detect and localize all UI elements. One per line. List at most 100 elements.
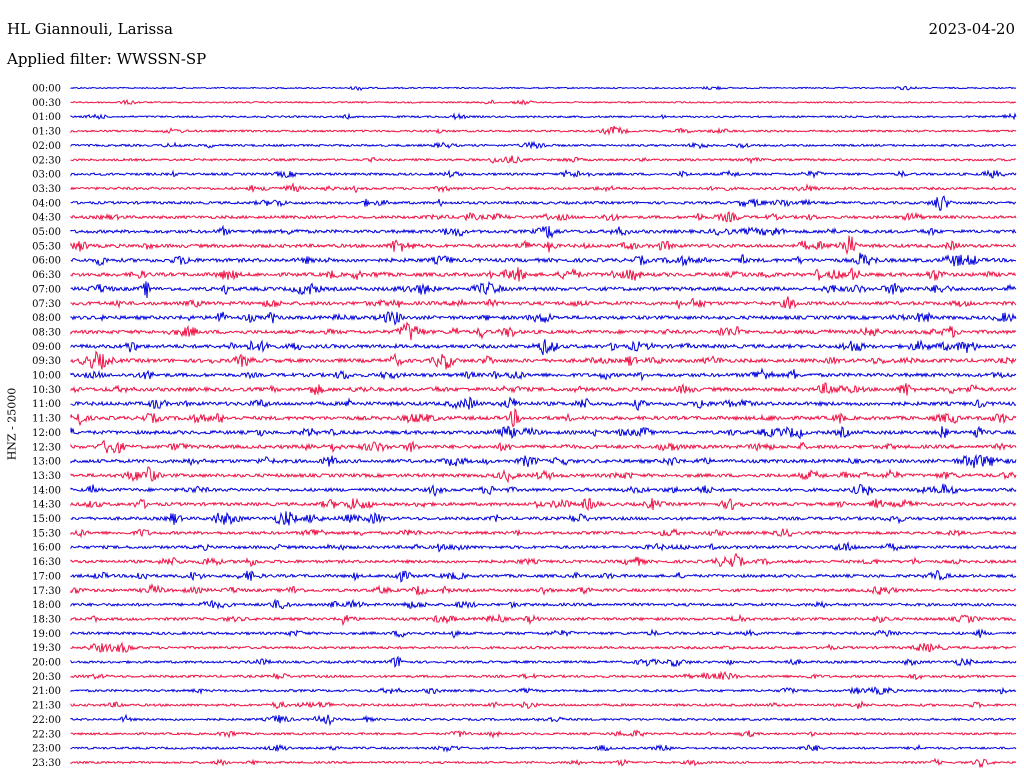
row-time-label: 15:00 xyxy=(32,514,61,525)
trace-1400 xyxy=(70,483,1017,498)
trace-0930 xyxy=(70,350,1017,370)
row-time-label: 06:00 xyxy=(32,256,61,267)
row-time-label: 19:30 xyxy=(32,643,61,654)
row-time-label: 02:30 xyxy=(32,155,61,166)
row-time-label: 07:30 xyxy=(32,299,61,310)
station-title: HL Giannouli, Larissa xyxy=(7,20,173,38)
row-time-label: 18:00 xyxy=(32,600,61,611)
row-time-label: 23:00 xyxy=(32,744,61,755)
row-time-label: 22:00 xyxy=(32,715,61,726)
trace-0730 xyxy=(70,296,1017,311)
row-time-label: 01:00 xyxy=(32,112,61,123)
trace-0000 xyxy=(70,85,1017,92)
row-time-label: 10:30 xyxy=(32,385,61,396)
row-time-label: 03:30 xyxy=(32,184,61,195)
trace-0300 xyxy=(70,168,1017,179)
row-time-label: 18:30 xyxy=(32,614,61,625)
trace-1900 xyxy=(70,628,1017,639)
trace-0200 xyxy=(70,140,1017,150)
date-label: 2023-04-20 xyxy=(928,20,1015,38)
trace-0330 xyxy=(70,182,1017,194)
filter-label: Applied filter: WWSSN-SP xyxy=(7,50,207,68)
trace-1830 xyxy=(70,613,1017,627)
trace-1430 xyxy=(70,497,1017,512)
trace-1930 xyxy=(70,641,1017,653)
row-time-label: 05:00 xyxy=(32,227,61,238)
row-time-label: 13:00 xyxy=(32,457,61,468)
row-time-label: 09:30 xyxy=(32,356,61,367)
row-time-label: 15:30 xyxy=(32,528,61,539)
row-time-label: 09:00 xyxy=(32,342,61,353)
trace-1630 xyxy=(70,552,1017,568)
trace-0230 xyxy=(70,155,1017,165)
trace-1000 xyxy=(70,367,1017,382)
row-time-label: 21:30 xyxy=(32,701,61,712)
trace-1230 xyxy=(70,439,1017,454)
row-time-label: 19:00 xyxy=(32,629,61,640)
trace-0830 xyxy=(70,321,1017,341)
trace-0700 xyxy=(70,280,1017,299)
row-time-label: 16:00 xyxy=(32,543,61,554)
trace-1330 xyxy=(70,466,1017,484)
trace-0430 xyxy=(70,211,1017,223)
trace-0100 xyxy=(70,112,1017,121)
row-time-label: 17:00 xyxy=(32,571,61,582)
row-time-label: 23:30 xyxy=(32,758,61,769)
trace-1700 xyxy=(70,569,1017,583)
trace-2300 xyxy=(70,743,1017,753)
trace-1130 xyxy=(70,407,1017,428)
trace-0400 xyxy=(70,195,1017,212)
trace-1800 xyxy=(70,598,1017,610)
row-time-label: 04:30 xyxy=(32,213,61,224)
row-time-label: 21:00 xyxy=(32,686,61,697)
trace-0030 xyxy=(70,99,1017,106)
row-time-label: 08:00 xyxy=(32,313,61,324)
row-time-label: 10:00 xyxy=(32,371,61,382)
trace-2100 xyxy=(70,686,1017,696)
trace-1200 xyxy=(70,425,1017,440)
trace-1100 xyxy=(70,396,1017,412)
row-time-label: 00:30 xyxy=(32,98,61,109)
row-time-label: 14:00 xyxy=(32,485,61,496)
row-time-label: 01:30 xyxy=(32,127,61,138)
row-time-label: 11:00 xyxy=(32,399,61,410)
trace-0530 xyxy=(70,235,1017,256)
row-time-label: 03:00 xyxy=(32,170,61,181)
trace-0900 xyxy=(70,339,1017,356)
trace-0600 xyxy=(70,252,1017,268)
trace-2030 xyxy=(70,670,1017,681)
row-time-label: 16:30 xyxy=(32,557,61,568)
trace-2230 xyxy=(70,729,1017,740)
row-time-label: 08:30 xyxy=(32,327,61,338)
row-time-label: 12:00 xyxy=(32,428,61,439)
trace-1730 xyxy=(70,583,1017,596)
row-time-label: 06:30 xyxy=(32,270,61,281)
trace-2130 xyxy=(70,700,1017,710)
trace-0800 xyxy=(70,310,1017,326)
row-time-label: 04:00 xyxy=(32,198,61,209)
trace-0630 xyxy=(70,267,1017,282)
row-time-label: 12:30 xyxy=(32,442,61,453)
trace-1030 xyxy=(70,382,1017,396)
row-time-label: 00:00 xyxy=(32,84,61,95)
trace-1530 xyxy=(70,527,1017,539)
row-time-label: 05:30 xyxy=(32,241,61,252)
row-time-label: 20:30 xyxy=(32,672,61,683)
trace-1600 xyxy=(70,540,1017,553)
row-time-label: 20:00 xyxy=(32,658,61,669)
row-time-label: 07:00 xyxy=(32,284,61,295)
trace-2000 xyxy=(70,655,1017,669)
row-time-label: 17:30 xyxy=(32,586,61,597)
row-time-label: 22:30 xyxy=(32,729,61,740)
row-time-label: 02:00 xyxy=(32,141,61,152)
trace-1300 xyxy=(70,453,1017,469)
trace-2200 xyxy=(70,713,1017,727)
trace-0130 xyxy=(70,125,1017,136)
row-time-label: 14:30 xyxy=(32,500,61,511)
row-time-label: 11:30 xyxy=(32,414,61,425)
trace-1500 xyxy=(70,511,1017,526)
trace-2330 xyxy=(70,757,1017,769)
row-time-label: 13:30 xyxy=(32,471,61,482)
trace-0500 xyxy=(70,224,1017,239)
